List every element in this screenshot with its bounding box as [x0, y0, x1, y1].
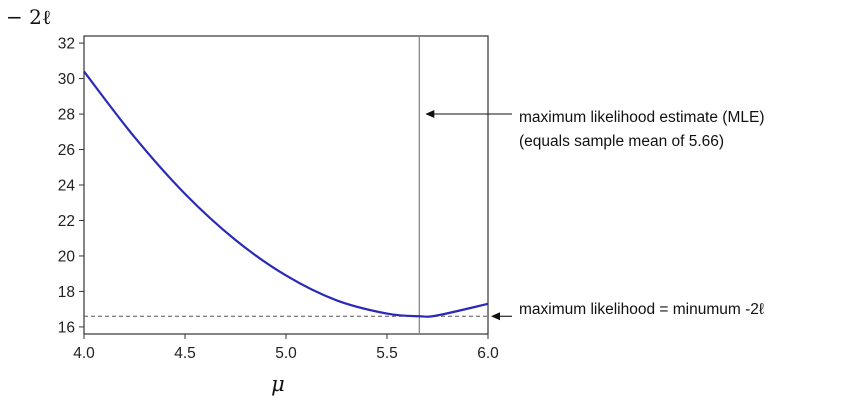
y-tick-label: 30 — [58, 71, 76, 88]
x-tick-label: 5.0 — [275, 345, 297, 362]
annotations: maximum likelihood estimate (MLE) (equal… — [425, 109, 765, 321]
x-tick-label: 4.5 — [174, 345, 196, 362]
y-axis-label: − 2ℓ — [6, 5, 51, 29]
min-annotation: maximum likelihood = minumum -2ℓ — [519, 301, 764, 318]
series-line — [83, 70, 489, 318]
y-tick-label: 26 — [58, 142, 75, 159]
y-tick-label: 24 — [58, 178, 76, 195]
mle-annotation-line1: maximum likelihood estimate (MLE) — [519, 109, 765, 126]
y-tick-label: 22 — [58, 213, 75, 230]
plot-area: 16 18 20 22 24 26 28 30 32 4.0 4.5 5.0 5.5 6.0 — [58, 35, 499, 362]
x-tick-label: 6.0 — [477, 345, 499, 362]
mle-arrow-head — [425, 110, 435, 118]
y-tick-label: 16 — [58, 319, 75, 336]
x-tick-label: 4.0 — [73, 345, 95, 362]
y-tick-label: 32 — [58, 36, 75, 53]
min-arrow-head — [491, 312, 500, 321]
y-tick-label: 18 — [58, 284, 75, 301]
x-tick-label: 5.5 — [376, 345, 398, 362]
y-tick-label: 28 — [58, 107, 75, 124]
plot-frame — [83, 35, 489, 335]
y-tick-label: 20 — [58, 248, 76, 265]
x-axis-label: μ — [271, 372, 285, 396]
mle-annotation-line2: (equals sample mean of 5.66) — [519, 133, 724, 150]
